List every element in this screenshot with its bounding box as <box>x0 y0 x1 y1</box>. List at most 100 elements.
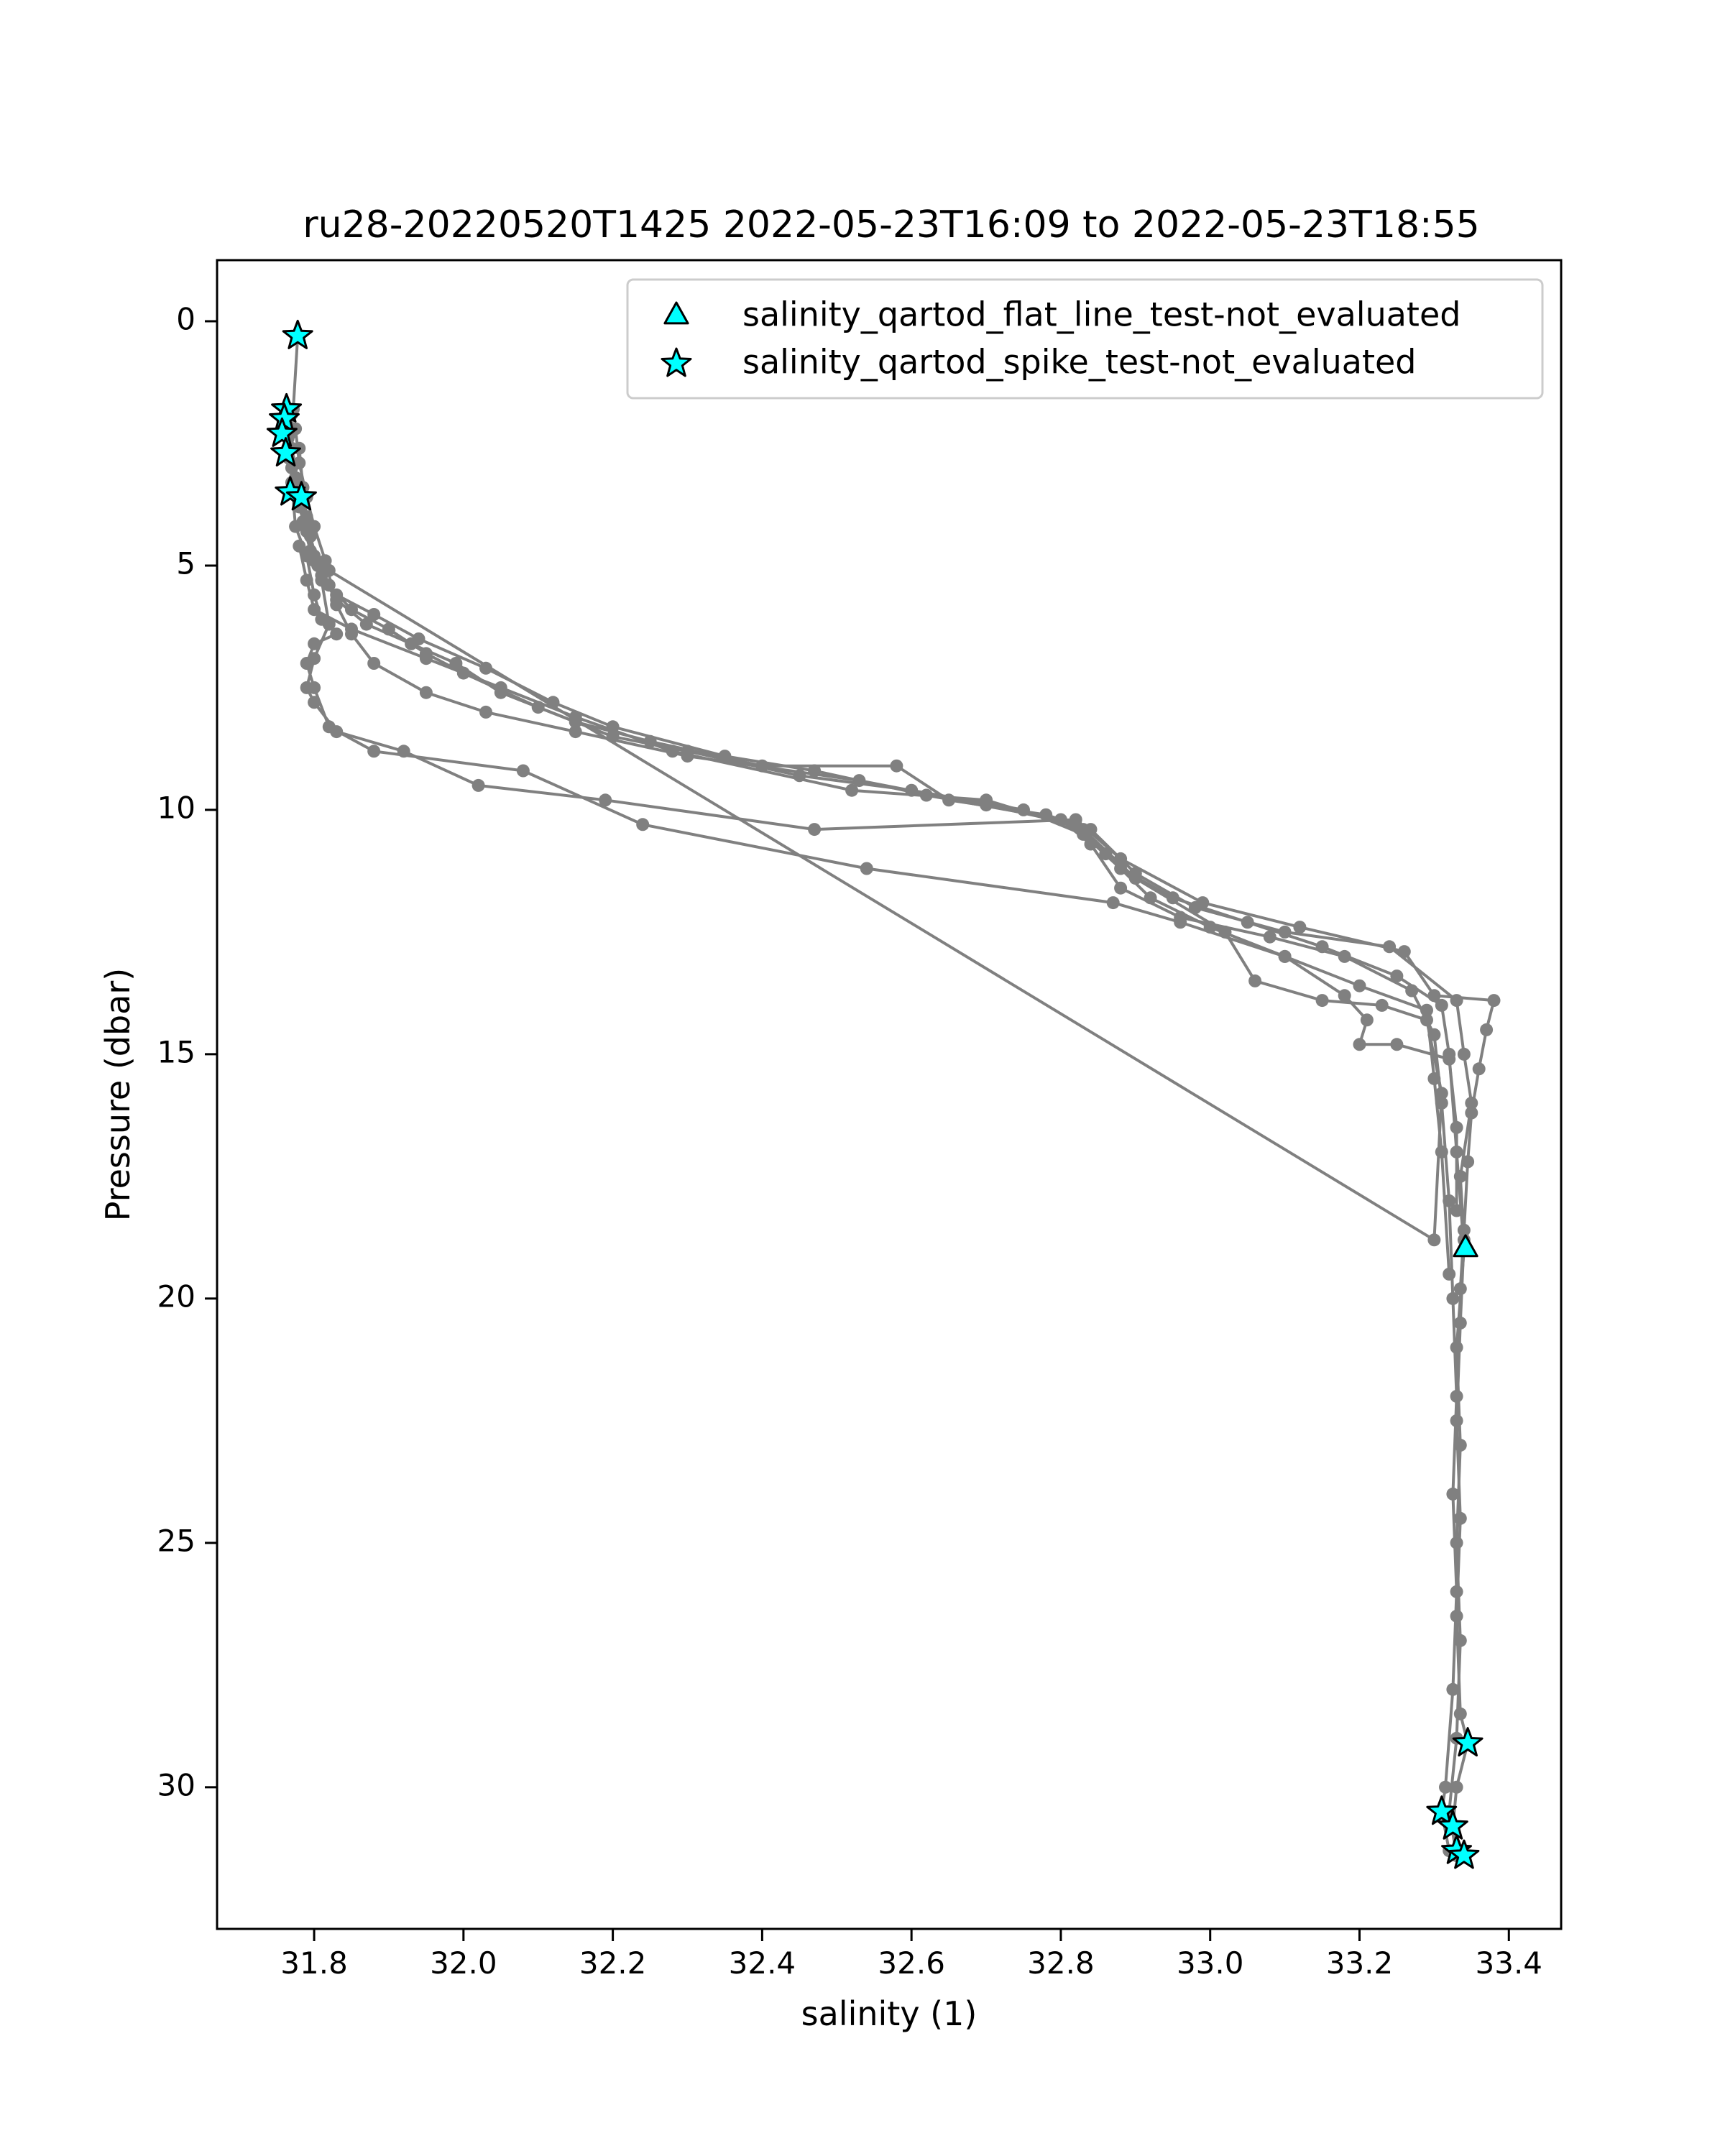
profile-point <box>1315 994 1329 1008</box>
profile-point <box>1450 1389 1463 1403</box>
profile-point <box>808 823 822 837</box>
x-tick-label: 32.4 <box>729 1945 796 1981</box>
spike-test-star-marker <box>1452 1727 1484 1757</box>
profile-point <box>1439 1780 1452 1794</box>
x-tick-label: 33.0 <box>1177 1945 1244 1981</box>
profile-point <box>1450 1204 1463 1217</box>
profile-point <box>1338 949 1351 963</box>
profile-point <box>1446 1487 1460 1501</box>
spike-test-star-marker <box>266 417 298 447</box>
y-axis-label: Pressure (dbar) <box>98 968 137 1221</box>
profile-point <box>1427 989 1441 1003</box>
profile-point <box>315 573 328 587</box>
spike-test-star-marker <box>285 481 317 511</box>
profile-point <box>666 745 679 758</box>
profile-point <box>1450 1536 1463 1549</box>
profile-point <box>1453 1511 1467 1525</box>
profile-point <box>1487 994 1501 1008</box>
profile-point <box>1218 925 1232 939</box>
profile-point <box>308 637 321 650</box>
profile-point <box>1128 872 1142 885</box>
legend-frame <box>626 278 1544 400</box>
profile-point <box>300 573 313 587</box>
y-tick-label: 0 <box>176 301 196 336</box>
profile-point <box>1435 998 1448 1012</box>
profile-point <box>1390 969 1404 983</box>
profile-point <box>890 759 903 773</box>
profile-point <box>1278 949 1292 963</box>
profile-point <box>293 539 306 553</box>
x-tick-label: 32.8 <box>1027 1945 1095 1981</box>
profile-point <box>1465 1106 1478 1120</box>
profile-point <box>419 686 433 699</box>
profile-point <box>412 632 426 645</box>
profile-point <box>1106 896 1120 910</box>
profile-point <box>1457 1047 1471 1061</box>
profile-point <box>494 681 507 694</box>
profile-point <box>1397 945 1411 959</box>
profile-point <box>1353 1038 1366 1051</box>
profile-series-5 <box>293 441 1501 1296</box>
profile-point <box>1450 1120 1463 1134</box>
legend-star-icon <box>661 347 692 377</box>
profile-point <box>1461 1155 1475 1169</box>
profile-point <box>1360 1013 1374 1027</box>
profile-point <box>330 627 344 641</box>
profile-point <box>359 617 373 631</box>
profile-point <box>1443 1052 1456 1066</box>
flat-line-test-triangle-marker <box>1453 1234 1478 1258</box>
spike-test-star-marker <box>270 437 301 467</box>
y-tick-label: 15 <box>157 1034 196 1069</box>
x-tick-label: 32.6 <box>878 1945 945 1981</box>
profile-point <box>1450 1585 1463 1598</box>
profile-point <box>1338 989 1351 1003</box>
profile-point <box>1450 1340 1463 1354</box>
profile-point <box>1472 1062 1486 1076</box>
profile-point <box>1427 1233 1441 1247</box>
profile-point <box>1196 896 1210 910</box>
profile-point <box>300 657 313 670</box>
profile-point <box>1405 984 1419 998</box>
profile-point <box>636 818 650 831</box>
profile-point <box>860 862 873 875</box>
y-tick-label: 30 <box>157 1767 196 1802</box>
profile-point <box>1443 1267 1456 1281</box>
profile-point <box>472 778 485 792</box>
profile-point <box>289 520 303 533</box>
x-tick-label: 32.2 <box>579 1945 647 1981</box>
profile-point <box>718 750 732 763</box>
profile-point <box>1375 998 1389 1012</box>
profile-point <box>1114 881 1128 895</box>
profile-point <box>1293 921 1307 934</box>
plot-area-frame <box>216 259 1563 1930</box>
spike-test-star-marker <box>282 319 313 349</box>
profile-point <box>852 774 866 788</box>
profile-point <box>569 710 582 724</box>
profile-point <box>1263 930 1276 944</box>
y-tick-label: 5 <box>176 545 196 581</box>
legend-label-spike: salinity_qartod_spike_test-not_evaluated <box>742 343 1416 382</box>
profile-point <box>449 657 463 670</box>
profile-point <box>1446 1291 1460 1305</box>
spike-test-star-marker <box>1448 1839 1480 1869</box>
profile-point <box>1077 823 1090 837</box>
x-tick-label: 33.4 <box>1476 1945 1543 1981</box>
y-tick-label: 25 <box>157 1523 196 1558</box>
data-layer <box>266 319 1501 1869</box>
profile-point <box>1099 847 1113 861</box>
profile-point <box>1420 1003 1433 1017</box>
profile-point <box>1353 979 1366 992</box>
profile-point <box>1457 1223 1471 1237</box>
legend: salinity_qartod_flat_line_test-not_evalu… <box>626 278 1544 400</box>
profile-point <box>1420 1013 1433 1027</box>
profile-point <box>322 563 336 577</box>
profile-point <box>845 783 859 797</box>
profile-point <box>308 520 321 533</box>
profile-point <box>1480 1023 1494 1036</box>
chart-title: ru28-20220520T1425 2022-05-23T16:09 to 2… <box>303 203 1479 247</box>
profile-point <box>1174 916 1187 929</box>
profile-series-7 <box>293 539 1448 1247</box>
axis-layer: 31.8 32.0 32.2 32.4 32.6 32.8 33.0 33.2 33.4 0 5 10… <box>157 301 1542 1981</box>
profile-point <box>516 764 530 778</box>
